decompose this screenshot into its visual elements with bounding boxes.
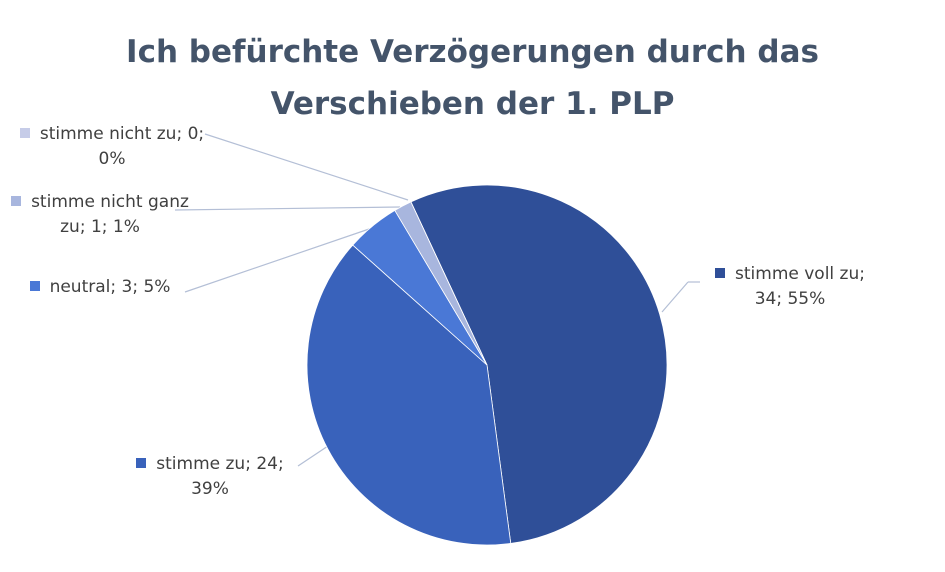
leader-line <box>174 206 401 211</box>
data-label: stimme nicht zu; 0; 0% <box>39 124 205 169</box>
data-label-box: stimme nicht zu; 0; 0% <box>12 122 212 172</box>
label-marker <box>11 196 22 206</box>
data-label-box: stimme voll zu; 34; 55% <box>700 262 880 312</box>
data-label: stimme nicht ganz zu; 1; 1% <box>31 192 189 237</box>
pie-slice <box>410 184 668 544</box>
leader-line <box>661 281 689 313</box>
data-label-box: stimme nicht ganz zu; 1; 1% <box>10 190 190 240</box>
label-marker <box>136 458 147 468</box>
data-label: neutral; 3; 5% <box>49 277 171 297</box>
leader-line <box>184 227 373 293</box>
label-marker <box>19 128 30 138</box>
label-marker <box>29 281 40 291</box>
data-label-box: neutral; 3; 5% <box>10 275 190 300</box>
leader-line <box>204 133 409 201</box>
label-marker <box>715 268 726 278</box>
pie-slice <box>410 201 488 366</box>
chart-title: Ich befürchte Verzögerungen durch das Ve… <box>126 34 819 122</box>
data-label: stimme voll zu; 34; 55% <box>735 264 865 309</box>
data-label-box: stimme zu; 24; 39% <box>115 452 305 502</box>
data-label: stimme zu; 24; 39% <box>156 454 284 499</box>
pie-slice <box>306 244 512 546</box>
